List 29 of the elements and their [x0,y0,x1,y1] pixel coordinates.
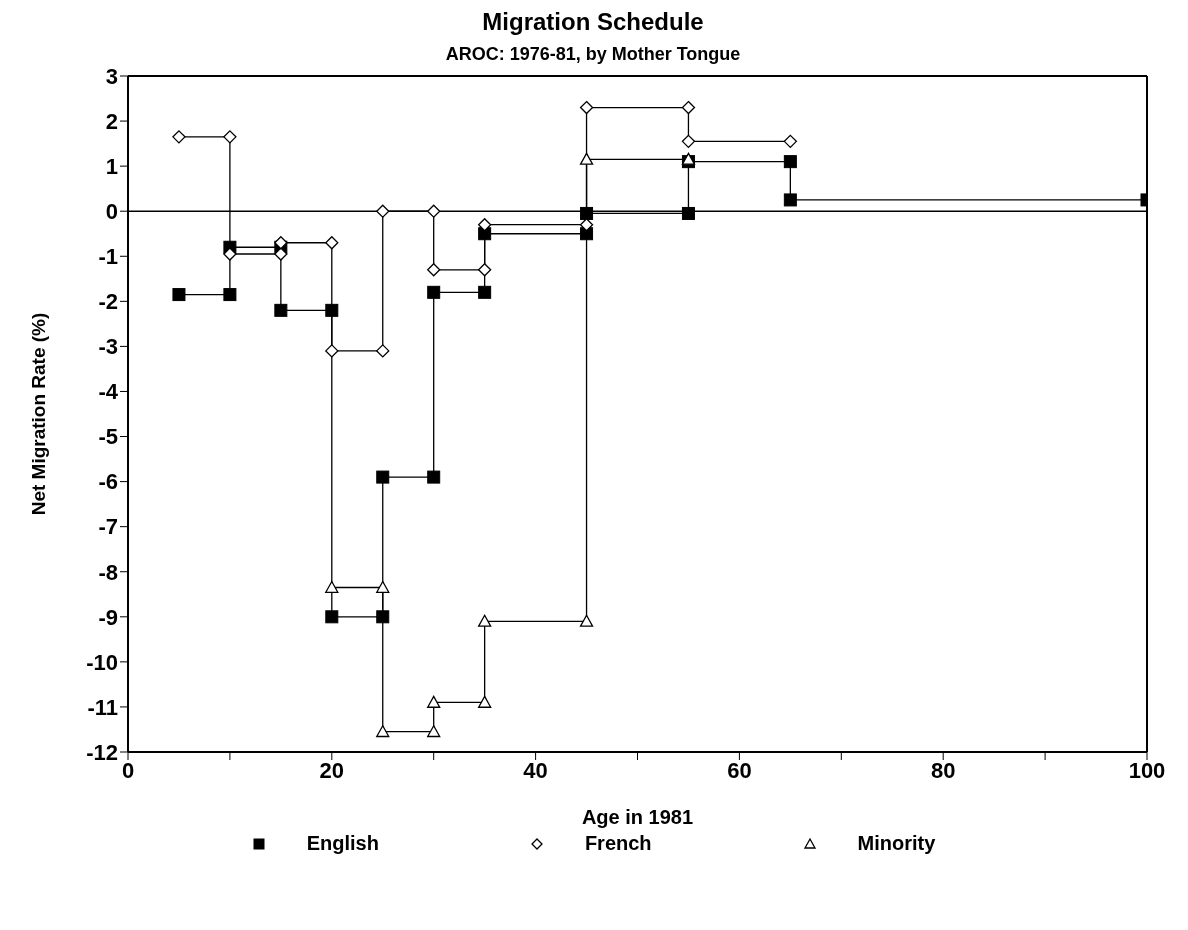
chart-title: Migration Schedule [481,8,705,36]
y-tick-label: -9 [98,604,118,630]
y-tick-label: -3 [98,334,118,360]
x-tick-label: 20 [319,757,345,783]
y-tick-label: -12 [86,739,118,765]
legend-label: French [584,832,652,855]
y-tick-label: -5 [98,424,118,450]
x-tick-label: 60 [727,757,752,783]
x-axis-title: Age in 1981 [581,806,694,828]
legend-label: English [306,832,379,855]
y-tick-label: -10 [86,649,118,675]
y-tick-label: 0 [105,199,118,225]
y-tick-label: -1 [98,244,118,270]
y-tick-label: 3 [105,63,118,89]
y-tick-label: -6 [98,469,118,495]
y-tick-label: -2 [98,289,118,315]
x-tick-label: 0 [121,757,135,783]
x-tick-label: 40 [523,757,548,783]
y-tick-label: 1 [105,153,118,179]
y-tick-label: 2 [105,108,118,134]
x-tick-label: 100 [1128,757,1166,783]
legend-label: Minority [857,832,936,855]
y-tick-label: -8 [98,559,118,585]
y-axis-title: Net Migration Rate (%) [27,312,49,516]
y-tick-label: -4 [98,379,119,405]
x-tick-label: 80 [930,757,956,783]
chart-subtitle: AROC: 1976-81, by Mother Tongue [444,44,742,65]
y-tick-label: -7 [98,514,118,540]
y-tick-label: -11 [87,694,118,720]
